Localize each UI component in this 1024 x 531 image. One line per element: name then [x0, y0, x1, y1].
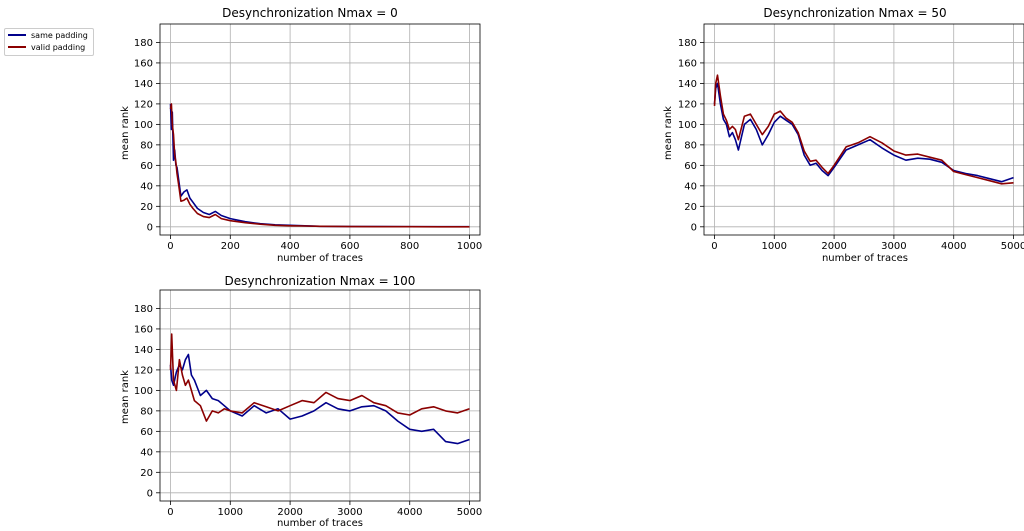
- plot-area: 0 1000 2000 3000 4000 5000 0 20 40 60 80 100 120 140 1…: [134, 289, 482, 518]
- y-tick-label: 60: [140, 427, 153, 438]
- y-tick-label: 100: [134, 120, 153, 131]
- y-tick-label: 80: [684, 140, 697, 151]
- x-tick-label: 1000: [762, 241, 787, 252]
- x-axis-label: number of traces: [277, 518, 363, 529]
- x-tick-label: 200: [221, 241, 240, 252]
- panel-title: Desynchronization Nmax = 0: [222, 6, 398, 20]
- y-tick-label: 20: [684, 202, 697, 213]
- y-tick-label: 180: [134, 304, 153, 315]
- series-line-valid-padding: [169, 333, 470, 422]
- x-tick-label: 2000: [277, 507, 302, 518]
- x-tick-label: 5000: [1001, 241, 1024, 252]
- legend-label: valid padding: [31, 42, 86, 52]
- legend-entry-valid-padding: valid padding: [5, 41, 93, 53]
- x-tick-label: 0: [167, 507, 173, 518]
- y-tick-label: 0: [147, 488, 153, 499]
- x-tick-label: 600: [340, 241, 359, 252]
- x-tick-label: 1000: [218, 507, 243, 518]
- y-axis-label: mean rank: [120, 106, 131, 160]
- series-line-valid-padding: [713, 74, 1014, 185]
- plot-area: 0 200 400 600 800 1000 0 20 40 60 80 100 120 140 160 18…: [134, 23, 482, 252]
- plot-area: 0 1000 2000 3000 4000 5000 0 20 40 60 80 100 120 140 1…: [678, 23, 1024, 252]
- x-tick-label: 1000: [457, 241, 482, 252]
- y-tick-label: 160: [134, 324, 153, 335]
- x-axis-label: number of traces: [822, 253, 908, 264]
- x-tick-label: 4000: [941, 241, 966, 252]
- y-tick-label: 40: [684, 181, 697, 192]
- x-tick-label: 0: [711, 241, 717, 252]
- series-line-same-padding: [169, 353, 470, 445]
- panel-title: Desynchronization Nmax = 50: [763, 6, 946, 20]
- y-tick-label: 40: [140, 447, 153, 458]
- y-tick-label: 180: [678, 38, 697, 49]
- y-tick-label: 0: [691, 222, 697, 233]
- y-tick-label: 140: [134, 345, 153, 356]
- y-tick-label: 100: [678, 120, 697, 131]
- legend-swatch-valid-padding: [8, 46, 26, 48]
- legend-label: same padding: [31, 30, 88, 40]
- series-line-same-padding: [713, 82, 1014, 183]
- panel-nmax-50: Desynchronization Nmax = 50 number of tr…: [663, 6, 1024, 264]
- y-tick-label: 60: [684, 161, 697, 172]
- x-tick-label: 800: [400, 241, 419, 252]
- y-tick-label: 120: [134, 365, 153, 376]
- x-tick-label: 0: [167, 241, 173, 252]
- panel-nmax-0: Desynchronization Nmax = 0 number of tra…: [120, 6, 482, 264]
- y-tick-label: 160: [678, 58, 697, 69]
- legend-entry-same-padding: same padding: [5, 29, 93, 41]
- x-tick-label: 2000: [821, 241, 846, 252]
- plot-frame: [703, 23, 1024, 236]
- y-axis-label: mean rank: [663, 106, 674, 160]
- y-tick-label: 140: [678, 79, 697, 90]
- y-tick-label: 80: [140, 140, 153, 151]
- y-tick-label: 20: [140, 202, 153, 213]
- x-tick-label: 3000: [881, 241, 906, 252]
- panel-nmax-100: Desynchronization Nmax = 100 number of t…: [120, 274, 482, 529]
- plot-frame: [159, 23, 481, 236]
- y-tick-label: 20: [140, 468, 153, 479]
- y-tick-label: 0: [147, 222, 153, 233]
- y-tick-label: 40: [140, 181, 153, 192]
- y-tick-label: 120: [134, 99, 153, 110]
- y-tick-label: 160: [134, 58, 153, 69]
- x-tick-label: 4000: [397, 507, 422, 518]
- panel-title: Desynchronization Nmax = 100: [225, 274, 416, 288]
- x-tick-label: 3000: [337, 507, 362, 518]
- x-axis-label: number of traces: [277, 253, 363, 264]
- y-tick-label: 100: [134, 386, 153, 397]
- y-tick-label: 180: [134, 38, 153, 49]
- x-tick-label: 5000: [457, 507, 482, 518]
- plot-frame: [159, 289, 481, 502]
- legend-swatch-same-padding: [8, 34, 26, 36]
- y-axis-label: mean rank: [120, 370, 131, 424]
- x-tick-label: 400: [281, 241, 300, 252]
- y-tick-label: 120: [678, 99, 697, 110]
- legend: same padding valid padding: [4, 28, 94, 56]
- y-tick-label: 80: [140, 406, 153, 417]
- series-line-valid-padding: [169, 103, 470, 228]
- y-tick-label: 60: [140, 161, 153, 172]
- y-tick-label: 140: [134, 79, 153, 90]
